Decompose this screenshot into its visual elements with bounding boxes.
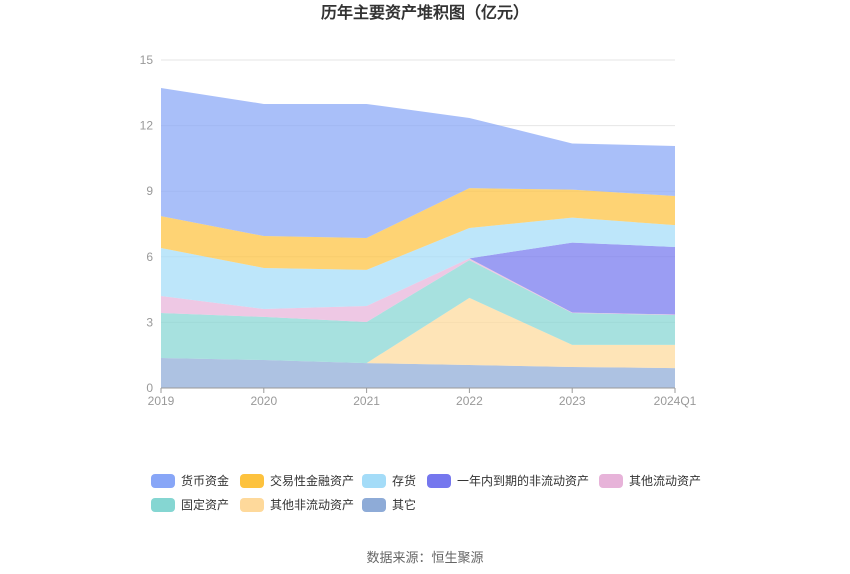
- legend-marker: [599, 474, 623, 488]
- area-series-1[interactable]: [161, 188, 675, 270]
- legend-label: 存货: [392, 474, 417, 488]
- x-tick-label: 2023: [559, 394, 586, 408]
- x-tick-label: 2021: [353, 394, 380, 408]
- x-tick-label: 2020: [250, 394, 277, 408]
- legend-item-series-5[interactable]: 固定资产: [151, 497, 229, 513]
- legend-label: 一年内到期的非流动资产: [457, 474, 590, 488]
- legend-label: 固定资产: [181, 498, 230, 512]
- source-note: 数据来源：恒生聚源: [366, 550, 484, 565]
- x-tick-label: 2022: [456, 394, 483, 408]
- y-tick-label: 6: [146, 250, 153, 264]
- y-tick-label: 3: [146, 315, 153, 329]
- legend-marker: [151, 498, 175, 512]
- legend-item-series-0[interactable]: 货币资金: [151, 473, 229, 489]
- legend-marker: [240, 474, 264, 488]
- legend-marker: [151, 474, 175, 488]
- area-series-4[interactable]: [161, 258, 675, 322]
- stacked-areas: [161, 87, 675, 388]
- area-series-2[interactable]: [161, 217, 675, 310]
- legend-marker: [240, 498, 264, 512]
- legend-marker: [362, 474, 386, 488]
- legend-label: 其它: [392, 498, 417, 512]
- legend-marker: [427, 474, 451, 488]
- legend-item-series-7[interactable]: 其它: [362, 497, 416, 513]
- legend-item-series-4[interactable]: 其他流动资产: [599, 473, 701, 489]
- legend-label: 其他非流动资产: [270, 498, 355, 512]
- chart-title: 历年主要资产堆积图（亿元）: [320, 5, 529, 22]
- axes: 0 3 6 9 12 15 2019 2020 2021 2022 2023 2024Q1: [140, 53, 697, 408]
- legend-item-series-3[interactable]: 一年内到期的非流动资产: [427, 473, 589, 489]
- legend-item-series-6[interactable]: 其他非流动资产: [240, 497, 354, 513]
- legend-marker: [362, 498, 386, 512]
- area-series-7[interactable]: [161, 358, 675, 388]
- y-tick-label: 0: [146, 381, 153, 395]
- legend-item-series-1[interactable]: 交易性金融资产: [240, 473, 354, 489]
- y-tick-label: 12: [140, 119, 154, 133]
- legend-item-series-2[interactable]: 存货: [362, 473, 416, 489]
- y-tick-label: 15: [140, 53, 154, 67]
- x-tick-label: 2024Q1: [654, 394, 697, 408]
- x-tick-label: 2019: [148, 394, 175, 408]
- area-series-0[interactable]: [161, 87, 675, 238]
- legend-label: 货币资金: [181, 474, 230, 488]
- y-tick-label: 9: [146, 184, 153, 198]
- area-series-3[interactable]: [161, 242, 675, 315]
- legend-label: 其他流动资产: [629, 474, 702, 488]
- legend-label: 交易性金融资产: [270, 474, 355, 488]
- area-series-6[interactable]: [161, 297, 675, 369]
- area-series-5[interactable]: [161, 260, 675, 364]
